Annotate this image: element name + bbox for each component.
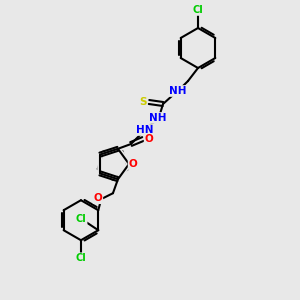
Text: Cl: Cl <box>76 253 86 263</box>
Text: S: S <box>139 97 147 107</box>
Text: Cl: Cl <box>193 5 203 15</box>
Text: O: O <box>145 134 153 144</box>
Text: HN: HN <box>136 125 154 135</box>
Text: Cl: Cl <box>76 214 87 224</box>
Text: NH: NH <box>169 86 187 96</box>
Text: O: O <box>129 159 137 169</box>
Text: O: O <box>94 193 102 203</box>
Text: NH: NH <box>149 113 167 123</box>
